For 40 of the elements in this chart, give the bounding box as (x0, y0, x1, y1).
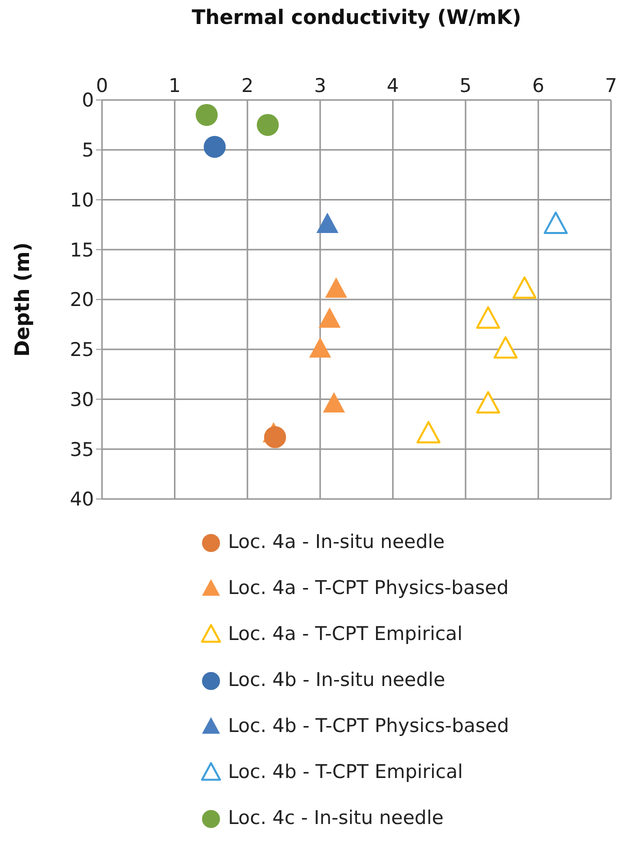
point (544, 212, 568, 234)
point (325, 277, 348, 298)
point (476, 391, 500, 414)
legend-label: Loc. 4a - T-CPT Empirical (228, 623, 462, 645)
x-tick-label: 3 (314, 75, 326, 97)
x-tick-label: 4 (386, 75, 399, 97)
point (494, 336, 518, 359)
y-tick-label: 35 (70, 438, 94, 461)
legend-label: Loc. 4b - T-CPT Empirical (228, 761, 463, 783)
y-tick-label: 30 (70, 388, 94, 411)
y-tick-label: 20 (70, 289, 94, 312)
point (196, 104, 218, 126)
point (256, 114, 279, 136)
point (512, 276, 536, 299)
legend-label: Loc. 4a - In-situ needle (228, 531, 445, 553)
point (318, 307, 341, 328)
x-tick-label: 0 (96, 75, 108, 97)
point (204, 136, 226, 158)
x-axis-title: Thermal conductivity (W/mK) (192, 5, 522, 29)
x-tick-label: 1 (168, 75, 181, 97)
point (316, 212, 338, 233)
point (476, 306, 500, 329)
point (309, 337, 332, 358)
x-tick-label: 7 (604, 75, 618, 97)
x-tick-label: 5 (460, 75, 472, 97)
y-tick-label: 10 (70, 189, 94, 212)
x-tick-label: 2 (241, 75, 254, 97)
legend-label: Loc. 4b - In-situ needle (228, 669, 446, 691)
y-tick-label: 15 (70, 239, 94, 262)
y-tick-label: 0 (82, 90, 94, 112)
legend-label: Loc. 4a - T-CPT Physics-based (228, 577, 509, 599)
y-tick-label: 25 (70, 339, 94, 362)
legend-label: Loc. 4c - In-situ needle (228, 807, 444, 829)
legend-label: Loc. 4b - T-CPT Physics-based (228, 715, 510, 737)
point (416, 421, 440, 444)
x-tick-label: 6 (532, 75, 544, 97)
point (322, 392, 345, 412)
y-tick-label: 5 (82, 140, 94, 162)
y-tick-label: 40 (70, 488, 94, 511)
y-axis-title: Depth (m) (10, 242, 34, 357)
